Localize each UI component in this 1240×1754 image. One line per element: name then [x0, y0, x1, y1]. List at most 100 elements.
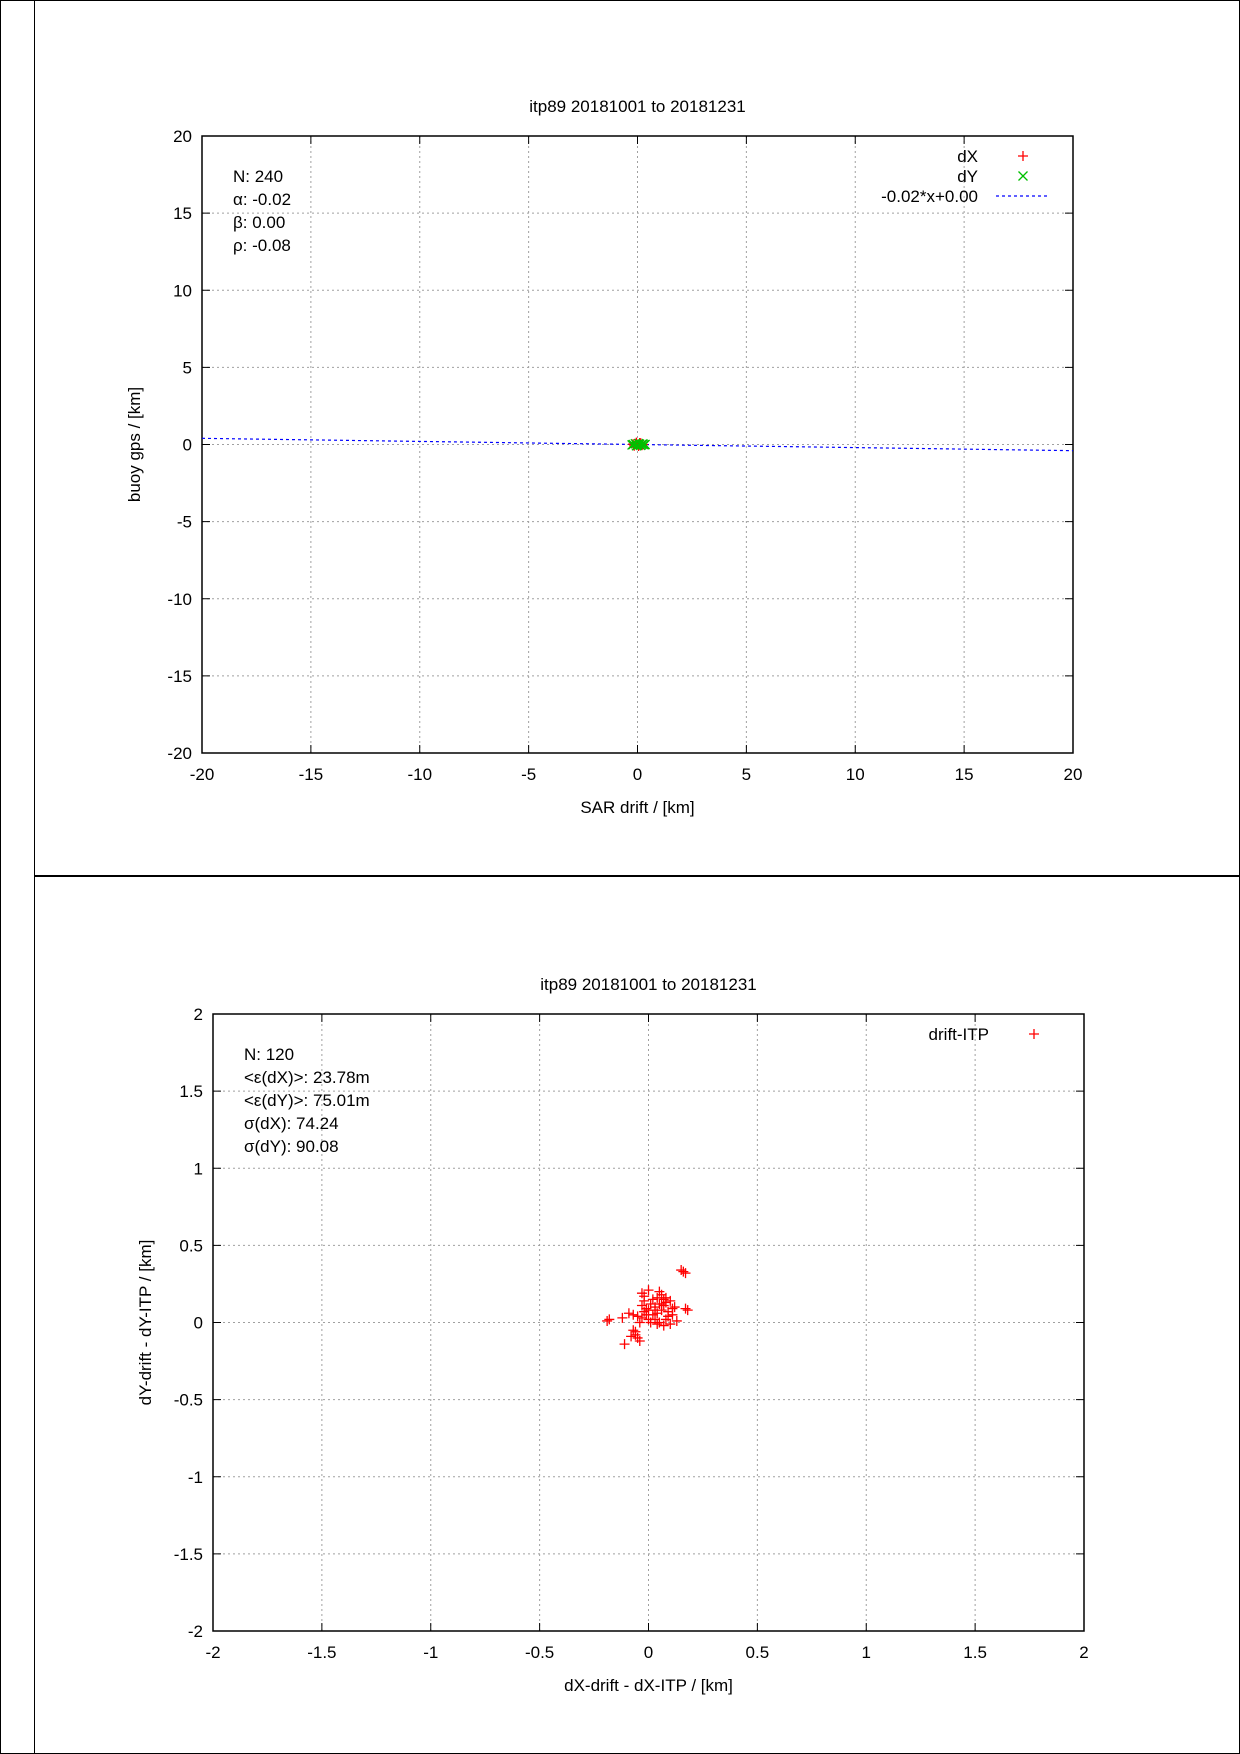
data-point	[634, 1317, 645, 1328]
x-tick-label: 1.5	[963, 1643, 987, 1662]
stats-line: <ε(dY)>: 75.01m	[244, 1091, 370, 1110]
data-point	[604, 1314, 615, 1325]
y-tick-label: -10	[167, 590, 192, 609]
stats-line: σ(dY): 90.08	[244, 1137, 339, 1156]
data-point	[631, 440, 642, 451]
data-point	[632, 1311, 643, 1322]
x-tick-label: -0.5	[525, 1643, 554, 1662]
y-axis-label: dY-drift - dY-ITP / [km]	[136, 1240, 155, 1406]
data-point	[637, 438, 648, 449]
data-point	[680, 1303, 691, 1314]
data-point	[626, 1331, 637, 1342]
data-point	[643, 1285, 654, 1296]
data-point	[669, 1302, 680, 1313]
legend-marker	[1018, 171, 1028, 181]
data-point	[619, 1339, 630, 1350]
x-tick-label: -10	[407, 765, 432, 784]
data-point	[645, 1317, 656, 1328]
x-tick-label: -1	[423, 1643, 438, 1662]
x-tick-label: 2	[1079, 1643, 1088, 1662]
x-tick-label: 0	[633, 765, 642, 784]
y-tick-label: 0	[183, 436, 192, 455]
legend-label: -0.02*x+0.00	[881, 187, 978, 206]
stats-line: ρ: -0.08	[233, 236, 291, 255]
chart-1: -20 -15 -10 -5 0 5 10 15 20 -20 -15 -10 -5 0 5 10 15 20 it…	[125, 97, 1082, 817]
chart-title: itp89 20181001 to 20181231	[540, 975, 756, 994]
x-tick-label: 0	[644, 1643, 653, 1662]
legend-label: dY	[957, 167, 978, 186]
stats-line: σ(dX): 74.24	[244, 1114, 339, 1133]
x-tick-label: 5	[742, 765, 751, 784]
y-axis-label: buoy gps / [km]	[125, 387, 144, 502]
x-tick-label: 0.5	[746, 1643, 770, 1662]
data-point	[650, 1305, 661, 1316]
x-tick-label: 10	[846, 765, 865, 784]
y-tick-label: 1	[194, 1159, 203, 1178]
stats-line: β: 0.00	[233, 213, 285, 232]
y-tick-label: -5	[177, 513, 192, 532]
x-tick-label: -1.5	[307, 1643, 336, 1662]
data-point	[628, 1309, 639, 1320]
data-point	[652, 1292, 663, 1303]
fit-line	[202, 437, 1073, 452]
data-point	[660, 1292, 671, 1303]
y-tick-label: -0.5	[174, 1391, 203, 1410]
data-point	[676, 1265, 687, 1276]
y-tick-label: 15	[173, 204, 192, 223]
x-tick-label: -15	[299, 765, 324, 784]
panel-divider	[34, 875, 1240, 877]
stats-line: α: -0.02	[233, 190, 291, 209]
x-tick-label: -5	[521, 765, 536, 784]
y-tick-label: 0	[194, 1314, 203, 1333]
y-tick-label: -2	[188, 1622, 203, 1641]
y-tick-label: -15	[167, 667, 192, 686]
data-point	[658, 1300, 669, 1311]
y-tick-label: 0.5	[179, 1236, 203, 1255]
x-tick-label: 15	[955, 765, 974, 784]
y-tick-label: 1.5	[179, 1082, 203, 1101]
y-tick-label: 10	[173, 281, 192, 300]
data-point	[678, 1266, 689, 1277]
data-point	[640, 439, 651, 450]
legend-marker	[1018, 151, 1028, 161]
x-tick-label: 1	[862, 1643, 871, 1662]
legend-label: dX	[957, 147, 978, 166]
stats-line: N: 240	[233, 167, 283, 186]
data-point	[634, 1336, 645, 1347]
x-axis-label: dX-drift - dX-ITP / [km]	[564, 1676, 733, 1695]
y-tick-label: 2	[194, 1005, 203, 1024]
data-point	[682, 1305, 693, 1316]
legend-marker	[1029, 1029, 1039, 1039]
data-point	[663, 1311, 674, 1322]
chart-title: itp89 20181001 to 20181231	[529, 97, 745, 116]
data-point	[617, 1312, 628, 1323]
chart-2: -2 -1.5 -1 -0.5 0 0.5 1 1.5 2 -2 -1.5 -1 -0.5 0 0.5 1 1.…	[136, 975, 1089, 1695]
stats-line: <ε(dX)>: 23.78m	[244, 1068, 370, 1087]
data-point	[647, 1294, 658, 1305]
left-margin-rule	[34, 0, 35, 1754]
data-point	[639, 1295, 650, 1306]
data-point	[628, 1325, 639, 1336]
data-point	[636, 1312, 647, 1323]
y-tick-label: 20	[173, 127, 192, 146]
y-tick-label: -20	[167, 744, 192, 763]
y-tick-label: -1	[188, 1468, 203, 1487]
series-dY	[627, 438, 651, 451]
data-point	[658, 1320, 669, 1331]
data-point	[645, 1298, 656, 1309]
x-tick-label: -20	[190, 765, 215, 784]
data-point	[647, 1309, 658, 1320]
series-drift-ITP	[602, 1265, 693, 1350]
data-point	[623, 1308, 634, 1319]
data-point	[652, 1319, 663, 1330]
data-point	[602, 1315, 613, 1326]
data-point	[665, 1319, 676, 1330]
data-point	[630, 1326, 641, 1337]
y-tick-label: 5	[183, 358, 192, 377]
data-point	[671, 1315, 682, 1326]
x-tick-label: -2	[205, 1643, 220, 1662]
data-point	[667, 1303, 678, 1314]
stats-line: N: 120	[244, 1045, 294, 1064]
y-tick-label: -1.5	[174, 1545, 203, 1564]
